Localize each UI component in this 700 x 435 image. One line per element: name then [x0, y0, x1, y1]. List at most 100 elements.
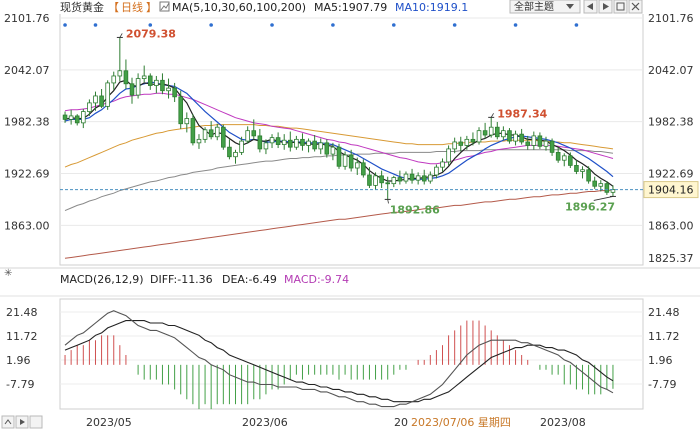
- ma-param-label: MA(5,10,30,60,100,200): [172, 1, 306, 14]
- candle: [494, 121, 500, 140]
- event-dot[interactable]: [452, 23, 457, 27]
- price-tick-right: 1863.00: [648, 219, 694, 232]
- macd-plot-frame: [59, 298, 644, 410]
- crosshair-date: 2023/07/06 星期四: [411, 416, 511, 429]
- candle-body-down: [586, 169, 591, 182]
- candle: [117, 37, 123, 82]
- axis-layer: 2101.76 2101.76 2042.07 2042.07 1982.38 1982.…: [4, 12, 694, 391]
- candle-body-up: [214, 126, 220, 138]
- candle: [330, 142, 336, 161]
- candle-body-up: [239, 140, 244, 153]
- candle-body-down: [300, 138, 305, 146]
- event-dot[interactable]: [513, 23, 518, 27]
- ma200-line: [64, 189, 614, 259]
- candle-body-down: [208, 129, 214, 138]
- candle: [306, 138, 311, 153]
- fullscreen-button[interactable]: [613, 0, 628, 14]
- candle-body-down: [537, 135, 543, 147]
- candle-body-down: [129, 83, 135, 96]
- previous-button[interactable]: [583, 0, 598, 14]
- candle: [464, 135, 470, 150]
- event-dot[interactable]: [574, 23, 579, 27]
- candle: [604, 181, 610, 195]
- candle-body-up: [154, 79, 159, 86]
- event-dot[interactable]: [93, 23, 98, 27]
- theme-dropdown[interactable]: 全部主题: [509, 0, 581, 14]
- candle-body-down: [574, 165, 579, 172]
- candle: [81, 108, 86, 129]
- candle-body-up: [306, 140, 311, 146]
- candle-body-down: [74, 115, 80, 124]
- event-dot[interactable]: [63, 23, 67, 27]
- period-label[interactable]: 日线: [121, 0, 143, 14]
- candle: [586, 166, 591, 184]
- candle-body-down: [190, 118, 196, 144]
- low-annotation-1-leader: [387, 199, 389, 204]
- close-button[interactable]: [628, 0, 643, 14]
- candle-body-down: [519, 133, 524, 143]
- footer-left-icon[interactable]: [1, 415, 15, 429]
- candle: [348, 149, 354, 172]
- high-annotation-2-leader: [490, 113, 494, 118]
- candle: [519, 128, 524, 145]
- candle: [391, 175, 397, 188]
- candle: [415, 172, 421, 185]
- arrow-left-icon: [587, 3, 593, 10]
- candle-body-down: [172, 87, 177, 98]
- candle-body-down: [568, 155, 573, 166]
- candle: [397, 170, 403, 185]
- candle: [74, 114, 80, 126]
- footer-next-icon[interactable]: [15, 415, 29, 429]
- candle-body-down: [592, 180, 597, 187]
- footer-menu-icon[interactable]: [29, 415, 43, 429]
- candle: [379, 170, 384, 188]
- candle-body-up: [202, 129, 208, 140]
- candle-body-up: [318, 142, 324, 150]
- instrument-title: 现货黄金: [60, 0, 104, 14]
- candle: [123, 59, 129, 89]
- high-annotation-1-leader: [119, 33, 123, 38]
- candle: [160, 73, 165, 95]
- next-button[interactable]: [598, 0, 613, 14]
- price-tick-left: 2101.76: [4, 12, 50, 25]
- event-dot[interactable]: [209, 23, 213, 27]
- event-dot[interactable]: [148, 23, 153, 27]
- candle: [196, 134, 202, 149]
- candle-body-up: [452, 141, 457, 150]
- candle: [245, 126, 250, 144]
- price-tick-right: 2101.76: [648, 12, 694, 25]
- candle: [361, 159, 366, 178]
- candle-body-down: [99, 95, 104, 107]
- candle-body-up: [391, 177, 397, 185]
- candle: [513, 130, 518, 146]
- low-annotation-2-leader: [593, 196, 614, 201]
- candle-body-up: [476, 130, 482, 143]
- macd-tick-left: -7.79: [6, 378, 34, 391]
- candle-body-up: [184, 118, 190, 125]
- candle: [568, 152, 573, 169]
- candle-body-down: [62, 114, 68, 120]
- candle: [190, 114, 196, 146]
- candle: [135, 73, 141, 99]
- price-bottom-label: 1825.37: [648, 252, 694, 265]
- candle-body-down: [336, 146, 342, 167]
- candle-body-up: [373, 175, 378, 186]
- candle-body-up: [81, 111, 86, 124]
- theme-dropdown-label: 全部主题: [514, 0, 554, 13]
- candle-body-up: [488, 126, 494, 136]
- low-annotation-1: 1892.86: [390, 203, 440, 216]
- event-dot[interactable]: [270, 23, 274, 27]
- candle: [367, 167, 372, 188]
- event-dot[interactable]: [391, 23, 396, 27]
- ma-settings-icon[interactable]: [159, 1, 170, 12]
- candle: [275, 132, 281, 149]
- event-dot[interactable]: [331, 23, 335, 27]
- macd-tick-right: 21.48: [648, 306, 680, 319]
- macd-tick-left: 11.72: [6, 330, 38, 343]
- candle: [428, 171, 433, 184]
- candle: [263, 139, 269, 155]
- candle-body-up: [440, 161, 445, 168]
- candle: [525, 135, 531, 150]
- candle: [269, 134, 275, 149]
